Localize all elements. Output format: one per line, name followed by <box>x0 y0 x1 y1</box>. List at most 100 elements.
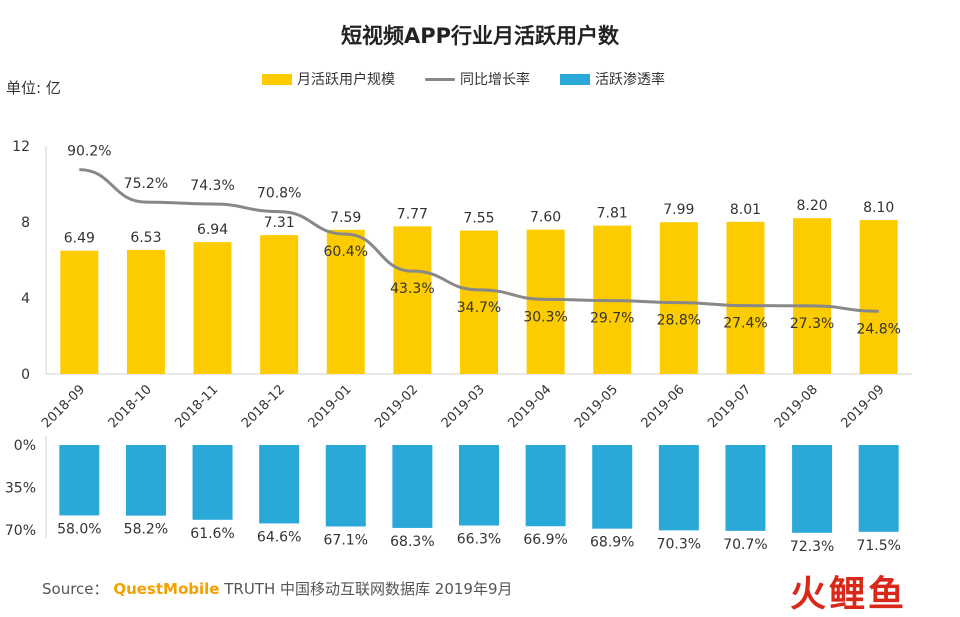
legend-item-growth: 同比增长率 <box>425 69 530 89</box>
bar-penetration <box>525 445 566 527</box>
bar-mau <box>193 242 232 374</box>
lower-y-tick-label: 0% <box>14 438 36 454</box>
x-tick-label: 2019-03 <box>439 382 488 431</box>
bar-value-label: 7.77 <box>397 206 428 222</box>
bar-mau <box>726 221 765 374</box>
bar-value-label: 7.99 <box>663 202 694 218</box>
bar-mau <box>393 226 432 374</box>
x-tick-label: 2019-01 <box>306 382 355 431</box>
x-tick-label: 2018-11 <box>172 382 221 431</box>
x-tick-label: 2019-07 <box>705 382 754 431</box>
x-tick-label: 2019-04 <box>505 382 554 431</box>
source-note: Source： QuestMobile TRUTH 中国移动互联网数据库 201… <box>42 578 513 599</box>
bar-penetration <box>592 445 633 529</box>
bar-penetration <box>658 445 699 531</box>
x-tick-label: 2019-09 <box>838 382 887 431</box>
penetration-value-label: 70.3% <box>657 536 701 552</box>
bar-penetration <box>325 445 366 527</box>
source-brand: QuestMobile <box>113 580 220 598</box>
bar-penetration <box>858 445 899 532</box>
penetration-value-label: 66.9% <box>523 532 567 548</box>
chart-title: 短视频APP行业月活跃用户数 <box>340 24 620 48</box>
bar-penetration <box>259 445 300 524</box>
bar-penetration <box>59 445 100 516</box>
penetration-value-label: 58.2% <box>124 522 168 538</box>
bar-value-label: 7.81 <box>597 206 628 222</box>
growth-value-label: 60.4% <box>324 244 368 260</box>
penetration-value-label: 70.7% <box>723 537 767 553</box>
bar-mau <box>526 229 565 374</box>
bar-mau <box>60 250 99 374</box>
growth-value-label: 27.4% <box>723 316 767 332</box>
x-tick-label: 2019-02 <box>372 382 421 431</box>
bar-value-label: 8.20 <box>796 198 827 214</box>
penetration-value-label: 67.1% <box>324 532 368 548</box>
bar-mau <box>793 218 832 374</box>
penetration-value-label: 64.6% <box>257 529 301 545</box>
x-tick-label: 2019-05 <box>572 382 621 431</box>
y-tick-label: 8 <box>21 215 30 231</box>
growth-value-label: 43.3% <box>390 281 434 297</box>
bar-value-label: 7.55 <box>463 211 494 227</box>
growth-value-label: 70.8% <box>257 186 301 202</box>
bar-penetration <box>125 445 166 516</box>
bar-mau <box>460 230 498 374</box>
bar-value-label: 7.59 <box>330 210 361 226</box>
y-tick-label: 0 <box>21 367 30 383</box>
legend-label-mau: 月活跃用户规模 <box>297 72 395 88</box>
legend-item-mau: 月活跃用户规模 <box>262 69 395 89</box>
bar-mau <box>326 229 365 374</box>
bar-mau <box>659 222 698 374</box>
x-tick-label: 2019-08 <box>772 382 821 431</box>
growth-value-label: 90.2% <box>67 144 111 160</box>
bar-penetration <box>392 445 433 528</box>
penetration-value-label: 72.3% <box>790 539 834 555</box>
bar-value-label: 7.31 <box>264 215 295 231</box>
bar-value-label: 6.53 <box>130 230 161 246</box>
bar-value-label: 8.01 <box>730 202 761 218</box>
lower-y-tick-label: 70% <box>5 523 36 539</box>
bar-value-label: 6.49 <box>64 231 95 247</box>
legend-label-growth: 同比增长率 <box>460 72 530 88</box>
legend-swatch-mau <box>262 73 292 85</box>
growth-value-label: 74.3% <box>190 178 234 194</box>
growth-value-label: 75.2% <box>124 176 168 192</box>
bar-penetration <box>725 445 766 531</box>
unit-label: 单位: 亿 <box>6 79 61 97</box>
lower-y-tick-label: 35% <box>5 481 36 497</box>
bar-value-label: 7.60 <box>530 210 561 226</box>
legend-item-penetration: 活跃渗透率 <box>560 69 665 89</box>
bar-penetration <box>459 445 499 526</box>
penetration-value-label: 61.6% <box>190 526 234 542</box>
legend-swatch-penetration <box>560 73 590 85</box>
y-tick-label: 4 <box>21 291 30 307</box>
watermark-logo: 火鲤鱼 <box>790 574 908 615</box>
legend: 月活跃用户规模 同比增长率 活跃渗透率 <box>262 69 695 89</box>
bar-penetration <box>192 445 233 520</box>
bar-penetration <box>792 445 833 533</box>
x-tick-label: 2018-12 <box>239 382 288 431</box>
x-tick-label: 2018-09 <box>39 382 88 431</box>
bar-value-label: 6.94 <box>197 222 228 238</box>
growth-value-label: 27.3% <box>790 316 834 332</box>
growth-value-label: 30.3% <box>523 309 567 325</box>
growth-value-label: 34.7% <box>457 300 501 316</box>
penetration-value-label: 68.9% <box>590 535 634 551</box>
x-tick-label: 2018-10 <box>106 382 155 431</box>
penetration-value-label: 71.5% <box>856 538 900 554</box>
legend-label-penetration: 活跃渗透率 <box>595 72 665 88</box>
y-tick-label: 12 <box>12 139 30 155</box>
bar-mau <box>260 235 299 374</box>
source-label: Source： <box>42 580 109 598</box>
bar-mau <box>859 220 898 374</box>
bar-value-label: 8.10 <box>863 200 894 216</box>
bar-mau <box>126 249 165 374</box>
penetration-value-label: 66.3% <box>457 532 501 548</box>
growth-value-label: 29.7% <box>590 311 634 327</box>
source-text: TRUTH 中国移动互联网数据库 2019年9月 <box>224 580 513 598</box>
growth-value-label: 28.8% <box>657 313 701 329</box>
growth-line <box>79 168 879 313</box>
penetration-value-label: 58.0% <box>57 521 101 537</box>
growth-value-label: 24.8% <box>856 321 900 337</box>
